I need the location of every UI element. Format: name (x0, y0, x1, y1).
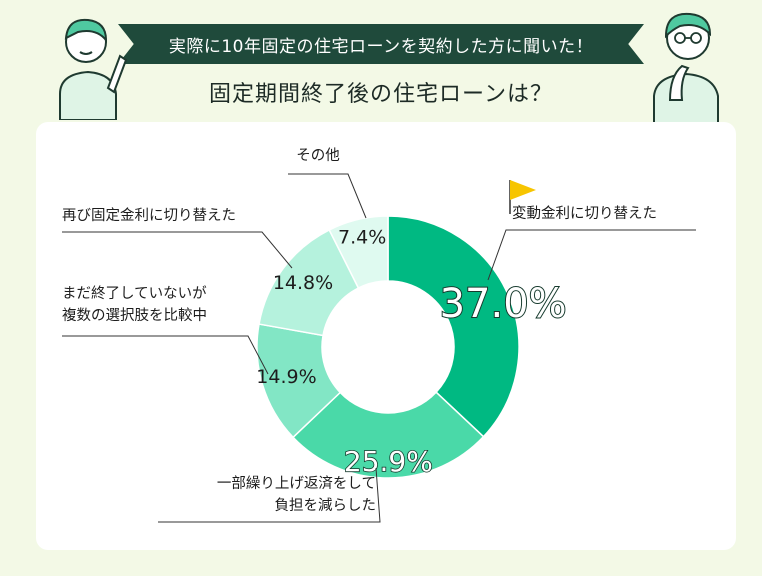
header-banner: 実際に10年固定の住宅ローンを契約した方に聞いた！ (118, 24, 644, 64)
category-label-1-1: 負担を減らした (275, 497, 377, 514)
page-title: 固定期間終了後の住宅ローンは？ (209, 82, 553, 107)
pie-slice-1 (292, 391, 485, 479)
leader-line-0 (487, 229, 696, 281)
category-label-0-0: 変動金利に切り替えた (512, 205, 657, 222)
value-label-4: 7.4% (338, 227, 386, 249)
leader-line-3 (62, 231, 293, 269)
leader-line-4 (288, 173, 367, 219)
leader-line-2 (62, 335, 269, 375)
banner-text: 実際に10年固定の住宅ローンを契約した方に聞いた！ (168, 36, 594, 57)
pie-slice-4 (328, 215, 389, 290)
category-label-4-0: その他 (296, 147, 340, 164)
category-label-2-1: 複数の選択肢を比較中 (62, 306, 207, 324)
chart-card: 37.0% 25.9% 14.9% 14.8% 7.4% 変動金利に切り替えた一部繰り上げ… (36, 122, 736, 550)
pie-slice-0 (387, 215, 520, 438)
category-label-2-0: まだ終了していないが (62, 285, 207, 302)
donut-chart: 37.0% 25.9% 14.9% 14.8% 7.4% 変動金利に切り替えた一部繰り上げ… (62, 147, 696, 523)
category-label-3-0: 再び固定金利に切り替えた (62, 207, 236, 224)
value-label-0: 37.0% (440, 281, 567, 327)
leader-line-1 (158, 467, 381, 523)
value-label-3: 14.8% (273, 272, 333, 294)
person-pointing-illustration (59, 18, 128, 120)
value-label-2: 14.9% (256, 366, 316, 388)
category-label-1-0: 一部繰り上げ返済をして (217, 475, 376, 492)
person-thinking-illustration (653, 12, 719, 124)
value-label-1: 25.9% (344, 445, 433, 478)
flag-icon (510, 180, 536, 200)
